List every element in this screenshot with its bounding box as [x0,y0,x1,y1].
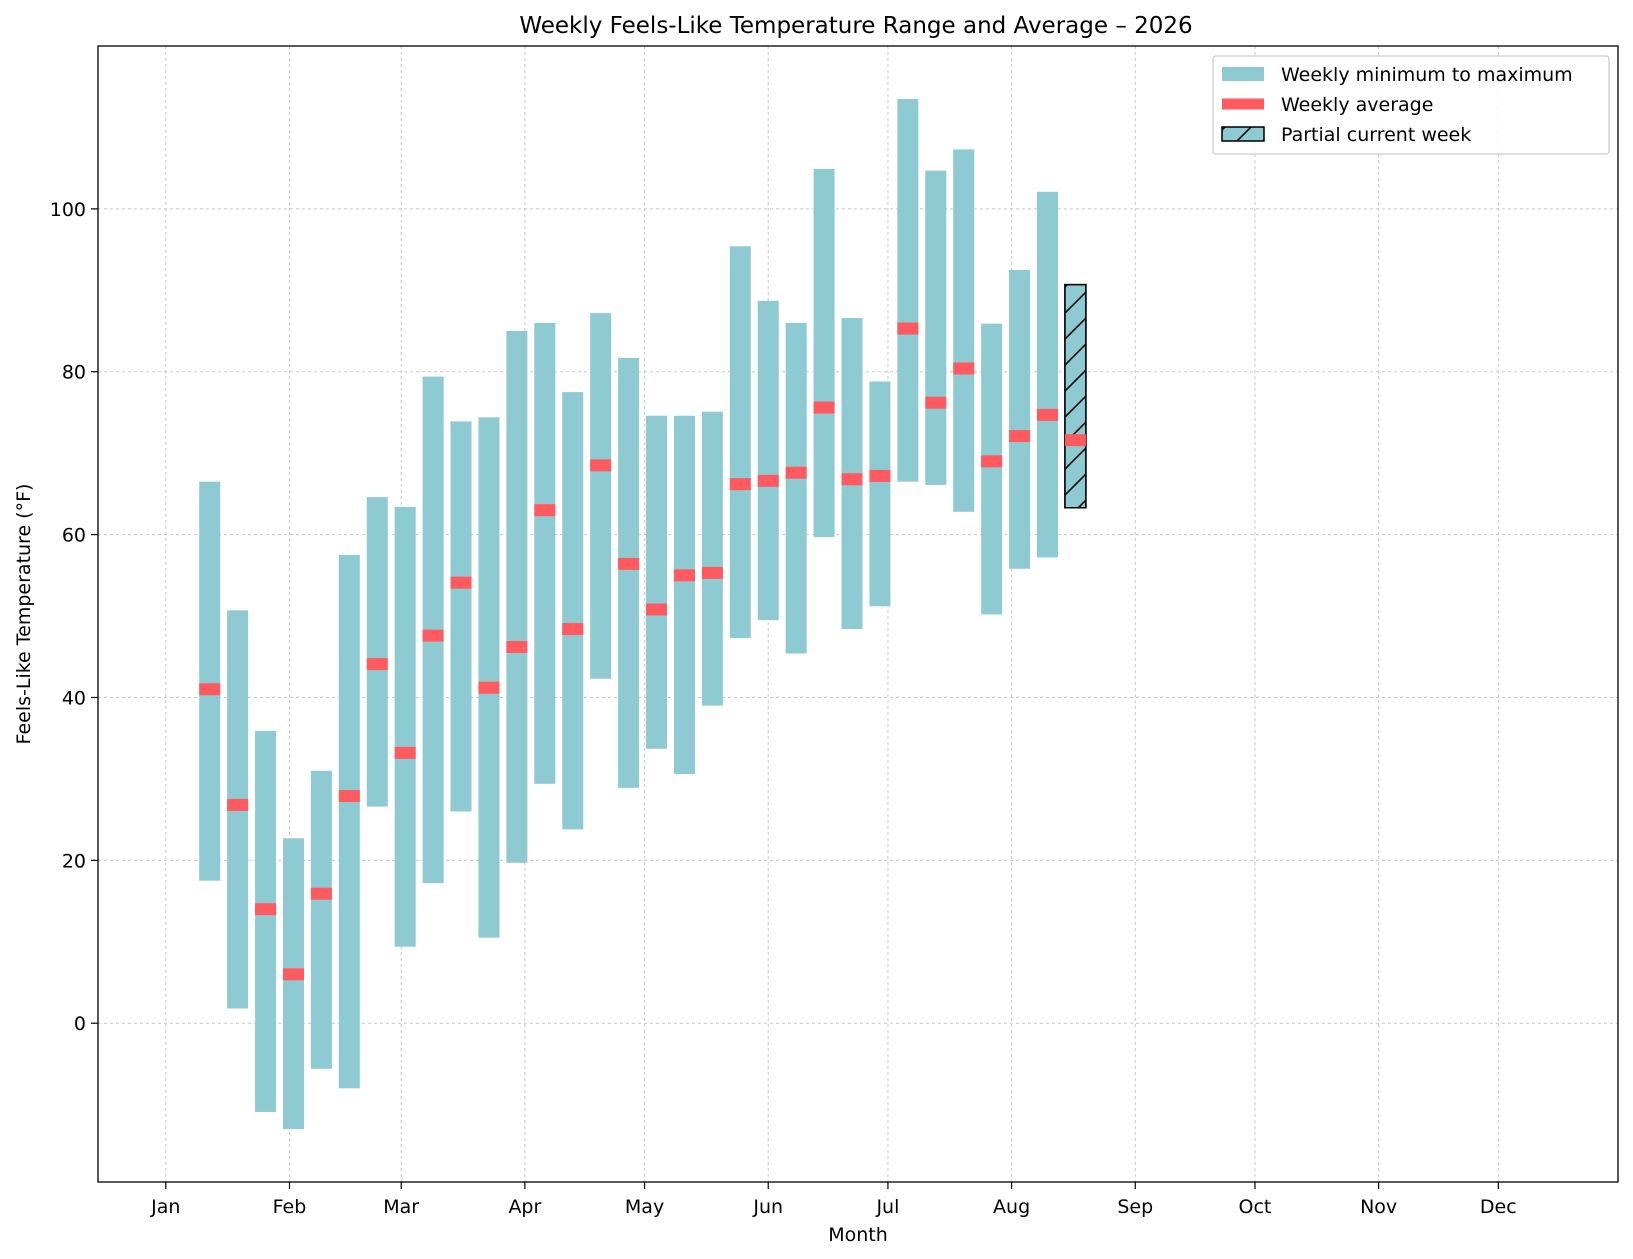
week-range-bar [757,300,779,621]
week-range-bar [813,168,835,538]
week-range-bar [785,322,807,654]
week-average-marker [618,557,640,570]
x-axis-label: Month [828,1224,888,1246]
week-average-marker [506,640,528,653]
week-range-bar [338,554,360,1089]
week-average-marker [673,569,695,582]
week-range-bar [1037,191,1059,558]
legend-box [1212,55,1610,155]
x-tick-label: Dec [1480,1196,1517,1218]
week-average-marker [227,798,249,811]
week-average-marker [897,322,919,335]
week-range-bar [729,246,751,639]
week-average-marker [785,466,807,479]
week-range-bar [618,357,640,788]
week-average-marker [1064,434,1086,447]
week-average-marker [478,681,500,694]
legend-label-partial: Partial current week [1281,124,1471,146]
week-range-bar [701,411,723,706]
week-average-marker [534,504,556,517]
week-average-marker [366,658,388,671]
week-range-bar [646,415,668,749]
x-tick-label: Nov [1360,1196,1397,1218]
week-average-marker [422,629,444,642]
week-range-bar [953,149,975,512]
week-average-marker [282,968,304,981]
week-range-bar [199,481,221,881]
x-tick-label: Sep [1117,1196,1153,1218]
week-average-marker [1009,430,1031,443]
week-average-marker [394,746,416,759]
y-ticks: 0 20 40 60 80 100 [50,199,98,1035]
y-tick-label: 100 [50,199,86,221]
week-range-bar [450,421,472,812]
week-range-bar [981,323,1003,615]
x-tick-label: May [625,1196,664,1218]
week-range-bar [673,415,695,775]
chart-title: Weekly Feels-Like Temperature Range and … [519,13,1192,39]
week-range-bar [394,506,416,947]
x-tick-label: Aug [993,1196,1030,1218]
week-average-marker [981,455,1003,468]
week-average-marker [925,396,947,409]
legend-swatch-range [1222,67,1264,81]
x-tick-label: Jun [752,1196,783,1218]
bars-layer [199,98,1087,1130]
y-tick-label: 60 [62,525,86,547]
partial-week-hatch [1064,283,1087,509]
week-average-marker [590,459,612,472]
legend-label-average: Weekly average [1281,94,1433,116]
legend-swatch-partial-hatch [1221,126,1265,142]
week-average-marker [701,566,723,579]
week-range-bar [506,331,528,863]
x-tick-label: Jan [150,1196,180,1218]
week-average-marker [562,623,584,636]
week-range-bar [869,381,891,607]
week-range-bar [282,838,304,1130]
week-average-marker [338,790,360,803]
y-axis-label: Feels-Like Temperature (°F) [13,484,35,745]
week-average-marker [841,473,863,486]
week-range-bar [310,770,332,1069]
week-range-bar [897,98,919,482]
x-tick-label: Feb [273,1196,307,1218]
y-tick-label: 20 [62,850,86,872]
legend: Weekly minimum to maximum Weekly average… [1212,55,1610,155]
x-tick-label: Apr [508,1196,541,1218]
week-average-marker [1037,408,1059,421]
avg-layer [199,322,1086,981]
week-average-marker [813,401,835,414]
week-average-marker [450,576,472,589]
x-tick-label: Jul [875,1196,899,1218]
week-range-bar [478,417,500,938]
week-range-bar [562,392,584,830]
y-tick-label: 40 [62,687,86,709]
week-range-bar [534,322,556,784]
week-range-bar [255,730,277,1112]
legend-label-range: Weekly minimum to maximum [1281,64,1573,86]
week-average-marker [646,603,668,616]
week-range-bar [925,170,947,485]
x-ticks: Jan Feb Mar Apr May Jun Jul Aug Sep Oct Nov Dec [150,1182,1517,1218]
week-range-bar [590,313,612,679]
x-tick-label: Oct [1239,1196,1272,1218]
y-tick-label: 80 [62,362,86,384]
week-average-marker [255,903,277,916]
week-average-marker [310,887,332,900]
week-average-marker [199,683,221,696]
week-range-bar [1009,269,1031,569]
week-range-bar [366,497,388,807]
x-tick-label: Mar [383,1196,419,1218]
y-tick-label: 0 [74,1013,86,1035]
week-average-marker [729,478,751,491]
week-average-marker [757,474,779,487]
week-average-marker [869,469,891,482]
week-average-marker [953,362,975,375]
plot-frame [97,45,1619,1183]
